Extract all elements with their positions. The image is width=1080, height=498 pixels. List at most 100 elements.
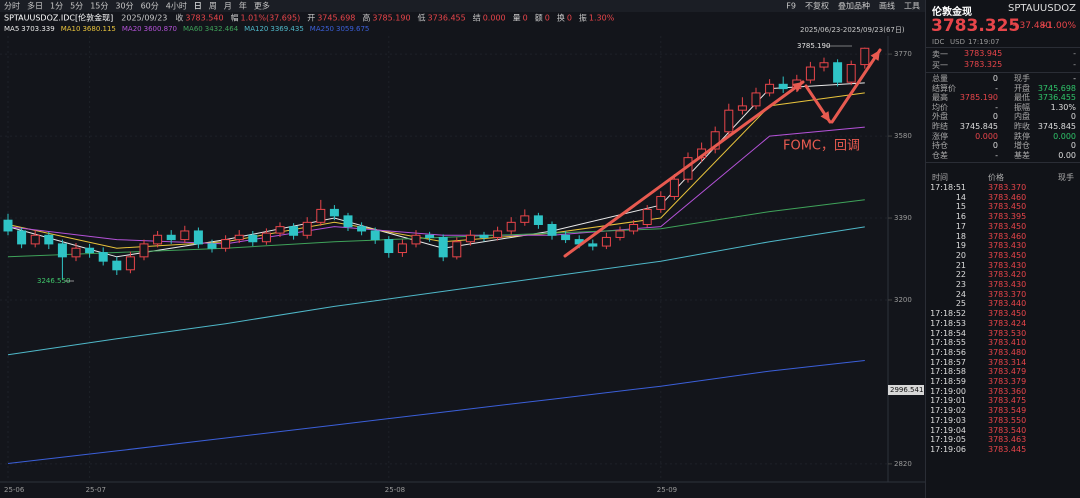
stat-value: 0 [1070, 112, 1076, 122]
stat-label: 昨收 [1014, 122, 1030, 131]
stats-row: 昨结 3745.845 昨收 3745.845 [932, 122, 1076, 131]
tick-price: 3783.440 [988, 299, 1027, 309]
period-tab[interactable]: 月 [224, 2, 232, 11]
ma-value: 3059.675 [336, 25, 369, 33]
tick-price: 3783.395 [988, 212, 1027, 222]
period-tab[interactable]: 更多 [254, 1, 270, 11]
period-tab[interactable]: 15分 [90, 2, 108, 11]
candle-body [833, 62, 843, 83]
stat-value: 1.30% [1050, 102, 1076, 112]
period-tab[interactable]: 周 [209, 2, 217, 11]
book-row: 卖一 3783.945 - [932, 49, 1076, 59]
tick-time: 17:19:04 [930, 425, 966, 435]
chart-background [0, 0, 925, 498]
period-tab[interactable]: 30分 [115, 2, 133, 11]
stat-value: 3745.845 [1037, 122, 1076, 131]
high-label: 3785.190 [797, 42, 830, 50]
tool-button[interactable]: 不复权 [805, 1, 829, 11]
field-label: 开 [307, 14, 315, 23]
stats-row: 外盘 0 内盘 0 [932, 112, 1076, 121]
tick-time: 17:19:02 [930, 406, 966, 416]
tick-time: 17:18:58 [930, 367, 966, 377]
field-label: 换 [557, 13, 565, 23]
stats-row: 涨停 0.000 跌停 0.000 [932, 132, 1076, 141]
period-tab[interactable]: 多日 [27, 1, 43, 11]
tick-price: 3783.379 [988, 377, 1027, 386]
instrument-code: SPTAUUSDOZ [1008, 3, 1076, 14]
stat-label: 结算价 [932, 83, 956, 93]
divider [926, 72, 1080, 73]
currency: USD [950, 38, 965, 46]
divider [926, 47, 1080, 48]
candle-body [221, 239, 231, 249]
candle-body [98, 252, 108, 262]
candle-body [44, 234, 54, 245]
stat-label: 最高 [932, 93, 948, 103]
period-tab[interactable]: 年 [239, 1, 247, 11]
field-value: 0 [545, 14, 550, 23]
period-tab[interactable]: 分时 [4, 1, 20, 11]
ma-value: 3432.464 [205, 25, 239, 33]
low-label: 3246.550 [37, 277, 70, 285]
field-value: 1.01%(37.695) [241, 14, 301, 23]
candle-body [57, 243, 67, 258]
stats-row: 持仓 0 增仓 0 [932, 141, 1076, 150]
field-label: 低 [418, 13, 426, 23]
period-tab[interactable]: 4小时 [166, 1, 187, 11]
ma-value: 3703.339 [21, 25, 54, 33]
stat-value: 0.00 [1058, 150, 1076, 160]
source: IDC [932, 38, 945, 46]
arrow-head [870, 50, 880, 61]
x-tick-label: 25-09 [657, 486, 677, 494]
chart-area: 2025/06/23-2025/09/23(67日) 分时 多日 1分 5分 15分 30… [0, 0, 925, 498]
tick-price: 3783.450 [988, 250, 1027, 260]
tool-button[interactable]: 画线 [879, 1, 895, 11]
candle-body [234, 234, 244, 241]
stat-label: 内盘 [1014, 112, 1030, 122]
tick-time: 16 [955, 212, 966, 222]
change: +37.480 [1012, 21, 1052, 31]
tool-button[interactable]: 叠加品种 [838, 1, 870, 11]
book-row: 买一 3783.325 - [932, 60, 1076, 70]
period-tab[interactable]: 1分 [50, 2, 63, 11]
stat-value: 3736.455 [1037, 93, 1076, 103]
date-range: 2025/06/23-2025/09/23(67日) [800, 26, 905, 34]
tick-time: 18 [955, 231, 966, 241]
stat-label: 跌停 [1014, 131, 1030, 141]
tick-price: 3783.549 [988, 406, 1027, 416]
candle-body [561, 234, 571, 241]
tick-price: 3783.479 [988, 367, 1027, 377]
y-tick-label: 2820 [894, 460, 912, 468]
candle-body [533, 215, 543, 225]
candle-body [193, 230, 203, 245]
period-tab[interactable]: 60分 [141, 2, 159, 11]
ma-name: MA20 [122, 25, 142, 33]
book-label: 买一 [932, 61, 948, 70]
candle-body [615, 230, 625, 238]
stat-value: 0 [1070, 141, 1076, 151]
stats-row: 结算价 - 开盘 3745.698 [932, 84, 1076, 93]
y-tick-label: 3580 [894, 132, 912, 140]
period-tab[interactable]: 5分 [70, 2, 83, 11]
period-tab[interactable]: 日 [194, 2, 202, 11]
candle-body [805, 66, 815, 81]
tool-button[interactable]: 工具 [904, 2, 920, 11]
tick-time: 24 [955, 289, 966, 299]
quote-panel: 伦敦金现 SPTAUUSDOZ 3783.325 +37.480 +1.00% IDC US… [925, 0, 1080, 498]
stat-label: 涨停 [932, 131, 948, 141]
arrow [830, 48, 882, 124]
stat-value: 3745.698 [1037, 83, 1076, 93]
candle-body [846, 64, 856, 83]
candle-body [125, 256, 135, 271]
tick-time: 17:18:54 [930, 328, 966, 338]
tick-header: 时间 [932, 173, 948, 182]
tick-time: 17:19:05 [930, 435, 966, 445]
tick-time: 17:18:57 [930, 357, 966, 367]
candle-body [153, 234, 163, 245]
tool-button[interactable]: F9 [786, 2, 796, 11]
stat-value: - [995, 83, 998, 93]
stat-label: 基差 [1014, 150, 1030, 160]
tick-price: 3783.475 [988, 396, 1027, 406]
tick-price: 3783.450 [988, 309, 1027, 319]
x-tick-label: 25-07 [86, 486, 106, 494]
